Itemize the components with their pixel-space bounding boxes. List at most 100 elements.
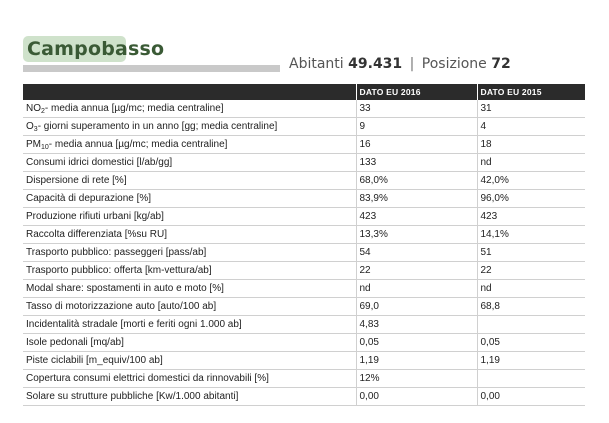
indicator-label-text: O bbox=[26, 121, 34, 132]
table-row: Piste ciclabili [m_equiv/100 ab] 1,19 1,19 bbox=[23, 351, 585, 370]
header-2016: DATO EU 2016 bbox=[355, 84, 477, 100]
value-2015 bbox=[476, 315, 585, 334]
indicator-label-text: Solare su strutture pubbliche [Kw/1.000 … bbox=[26, 391, 239, 402]
posizione-value: 72 bbox=[491, 56, 511, 72]
header-indicator bbox=[23, 84, 356, 100]
value-2015: 18 bbox=[476, 135, 585, 154]
indicator-label: Trasporto pubblico: passeggeri [pass/ab] bbox=[23, 243, 356, 262]
value-2015: nd bbox=[476, 153, 585, 172]
indicator-label-text: Trasporto pubblico: offerta [km-vettura/… bbox=[26, 265, 212, 276]
indicator-label-text: Trasporto pubblico: passeggeri [pass/ab] bbox=[26, 247, 207, 258]
value-2016: nd bbox=[355, 279, 477, 298]
value-2015: 42,0% bbox=[476, 171, 585, 190]
value-2016: 9 bbox=[355, 117, 477, 136]
indicator-subscript: 3 bbox=[33, 126, 38, 133]
value-2015: 1,19 bbox=[476, 351, 585, 370]
table-row: Produzione rifiuti urbani [kg/ab] 423 423 bbox=[23, 207, 585, 226]
indicator-label: Isole pedonali [mq/ab] bbox=[23, 333, 356, 352]
abitanti-label: Abitanti bbox=[289, 56, 344, 72]
table-row: Modal share: spostamenti in auto e moto … bbox=[23, 279, 585, 298]
value-2016: 133 bbox=[355, 153, 477, 172]
indicator-label-text: Copertura consumi elettrici domestici da… bbox=[26, 373, 269, 384]
indicator-label: Solare su strutture pubbliche [Kw/1.000 … bbox=[23, 387, 356, 406]
table-row: Isole pedonali [mq/ab] 0,05 0,05 bbox=[23, 333, 585, 352]
value-2016: 4,83 bbox=[355, 315, 477, 334]
indicator-subscript: 2 bbox=[41, 108, 45, 115]
indicator-label-text: Piste ciclabili [m_equiv/100 ab] bbox=[26, 355, 163, 366]
indicator-label-text: Produzione rifiuti urbani [kg/ab] bbox=[26, 211, 164, 222]
value-2016: 1,19 bbox=[355, 351, 477, 370]
value-2015: 22 bbox=[476, 261, 585, 280]
indicator-label-text: Capacità di depurazione [%] bbox=[26, 193, 152, 204]
indicator-label: Capacità di depurazione [%] bbox=[23, 189, 356, 208]
value-2015: 96,0% bbox=[476, 189, 585, 208]
table-row: O3- giorni superamento in un anno [gg; m… bbox=[23, 117, 585, 136]
indicator-subscript: 10 bbox=[41, 144, 49, 151]
indicator-label: Trasporto pubblico: offerta [km-vettura/… bbox=[23, 261, 356, 280]
table-row: Incidentalità stradale [morti e feriti o… bbox=[23, 315, 585, 334]
value-2016: 0,05 bbox=[355, 333, 477, 352]
value-2016: 0,00 bbox=[355, 387, 477, 406]
indicator-label-suffix: - media annua [µg/mc; media centraline] bbox=[48, 139, 228, 150]
value-2016: 68,0% bbox=[355, 171, 477, 190]
value-2015: 31 bbox=[476, 100, 585, 118]
header-2015: DATO EU 2015 bbox=[476, 84, 585, 100]
indicator-label-text: NO bbox=[26, 103, 41, 114]
value-2016: 423 bbox=[355, 207, 477, 226]
city-stats: Abitanti 49.431 | Posizione 72 bbox=[289, 56, 511, 72]
value-2015: 0,05 bbox=[476, 333, 585, 352]
indicator-label: O3- giorni superamento in un anno [gg; m… bbox=[23, 117, 356, 136]
indicator-label: Piste ciclabili [m_equiv/100 ab] bbox=[23, 351, 356, 370]
indicator-label-text: Tasso di motorizzazione auto [auto/100 a… bbox=[26, 301, 217, 312]
indicator-label: PM10- media annua [µg/mc; media centrali… bbox=[23, 135, 356, 154]
table-row: Copertura consumi elettrici domestici da… bbox=[23, 369, 585, 388]
indicator-label-suffix: - giorni superamento in un anno [gg; med… bbox=[37, 121, 278, 132]
indicator-label-text: Consumi idrici domestici [l/ab/gg] bbox=[26, 157, 173, 168]
indicator-label: Modal share: spostamenti in auto e moto … bbox=[23, 279, 356, 298]
table-row: Capacità di depurazione [%] 83,9% 96,0% bbox=[23, 189, 585, 208]
table-row: Solare su strutture pubbliche [Kw/1.000 … bbox=[23, 387, 585, 406]
city-title-background bbox=[23, 36, 126, 62]
indicator-label: Raccolta differenziata [%su RU] bbox=[23, 225, 356, 244]
indicator-label-text: Isole pedonali [mq/ab] bbox=[26, 337, 124, 348]
indicator-label: NO2- media annua [µg/mc; media centralin… bbox=[23, 100, 356, 118]
value-2016: 83,9% bbox=[355, 189, 477, 208]
indicator-label: Produzione rifiuti urbani [kg/ab] bbox=[23, 207, 356, 226]
value-2015: 423 bbox=[476, 207, 585, 226]
value-2016: 54 bbox=[355, 243, 477, 262]
indicator-label: Tasso di motorizzazione auto [auto/100 a… bbox=[23, 297, 356, 316]
indicator-label: Copertura consumi elettrici domestici da… bbox=[23, 369, 356, 388]
indicator-label-text: PM bbox=[26, 139, 41, 150]
title-underline-bar bbox=[23, 65, 280, 72]
value-2016: 69,0 bbox=[355, 297, 477, 316]
table-header-row: DATO EU 2016 DATO EU 2015 bbox=[23, 84, 585, 100]
indicator-label-text: Incidentalità stradale [morti e feriti o… bbox=[26, 319, 242, 330]
table-row: Tasso di motorizzazione auto [auto/100 a… bbox=[23, 297, 585, 316]
value-2015: 51 bbox=[476, 243, 585, 262]
indicator-label: Incidentalità stradale [morti e feriti o… bbox=[23, 315, 356, 334]
value-2016: 22 bbox=[355, 261, 477, 280]
indicator-label: Consumi idrici domestici [l/ab/gg] bbox=[23, 153, 356, 172]
table-row: Raccolta differenziata [%su RU] 13,3% 14,1… bbox=[23, 225, 585, 244]
abitanti-value: 49.431 bbox=[348, 56, 403, 72]
indicator-label-suffix: - media annua [µg/mc; media centraline] bbox=[44, 103, 224, 114]
stats-separator: | bbox=[409, 56, 415, 72]
table-row: Dispersione di rete [%] 68,0% 42,0% bbox=[23, 171, 585, 190]
value-2016: 33 bbox=[355, 100, 477, 118]
table-row: NO2- media annua [µg/mc; media centralin… bbox=[23, 100, 585, 118]
value-2015: 68,8 bbox=[476, 297, 585, 316]
value-2015 bbox=[476, 369, 585, 388]
indicator-label: Dispersione di rete [%] bbox=[23, 171, 356, 190]
posizione-label: Posizione bbox=[421, 56, 487, 72]
table-row: Trasporto pubblico: offerta [km-vettura/… bbox=[23, 261, 585, 280]
value-2015: 14,1% bbox=[476, 225, 585, 244]
table-row: PM10- media annua [µg/mc; media centrali… bbox=[23, 135, 585, 154]
indicator-label-text: Dispersione di rete [%] bbox=[26, 175, 127, 186]
indicators-table: DATO EU 2016 DATO EU 2015 NO2- media ann… bbox=[23, 84, 585, 406]
value-2015: 4 bbox=[476, 117, 585, 136]
value-2016: 16 bbox=[355, 135, 477, 154]
table-row: Trasporto pubblico: passeggeri [pass/ab]… bbox=[23, 243, 585, 262]
value-2016: 12% bbox=[355, 369, 477, 388]
indicator-label-text: Raccolta differenziata [%su RU] bbox=[26, 229, 167, 240]
